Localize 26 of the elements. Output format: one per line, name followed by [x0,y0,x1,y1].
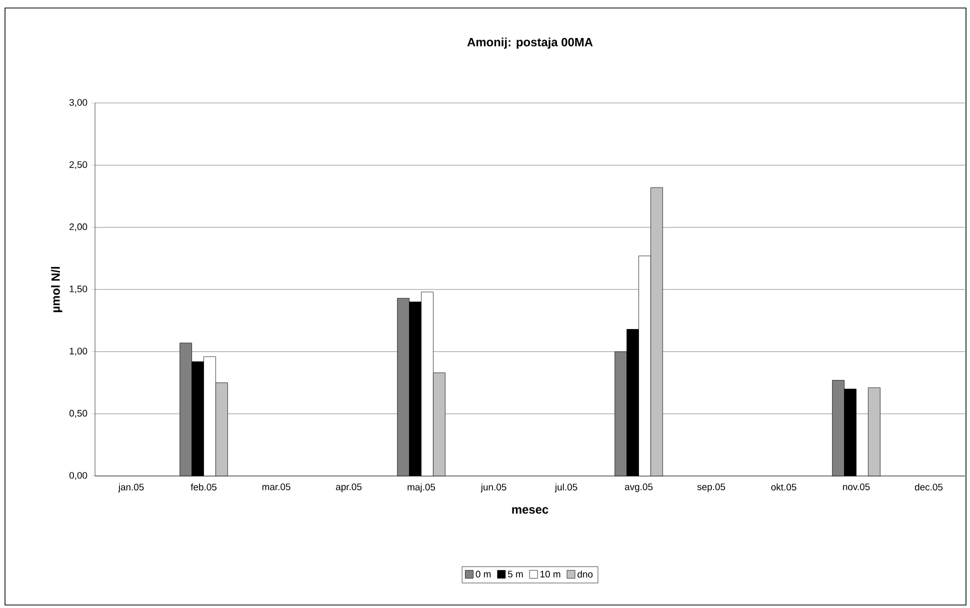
y-tick-label: 0,50 [69,410,88,418]
x-tick-label: avg.05 [624,484,653,492]
legend-label: 10 m [540,570,560,578]
y-axis-title: µmol N/l [51,266,62,312]
y-tick-label: 1,00 [70,348,88,356]
legend-label: 0 m [476,570,491,578]
x-tick-label: jun.05 [480,484,506,492]
x-tick-label: jan.05 [118,484,144,492]
y-tick-label: 2,00 [70,223,88,232]
x-tick-label: mar.05 [262,484,290,490]
x-tick-label: jul.05 [554,484,578,492]
chart-title: Amonij: postaja 00MA [467,38,593,49]
x-tick-label: dec.05 [914,484,943,490]
y-tick-label: 1,50 [70,286,88,294]
legend-label: dno [578,570,593,578]
x-axis-title: mesec [512,507,548,514]
x-tick-label: sep.05 [697,484,726,492]
x-tick-label: okt.05 [771,484,796,490]
x-tick-label: maj.05 [408,484,436,492]
legend-label: 5 m [508,570,523,578]
y-tick-label: 0,00 [69,472,88,480]
y-tick-label: 3,00 [69,99,88,107]
x-tick-label: feb.05 [190,484,217,490]
y-tick-label: 2,50 [70,161,88,170]
x-tick-label: nov.05 [843,484,870,490]
x-tick-label: apr.05 [336,484,362,492]
